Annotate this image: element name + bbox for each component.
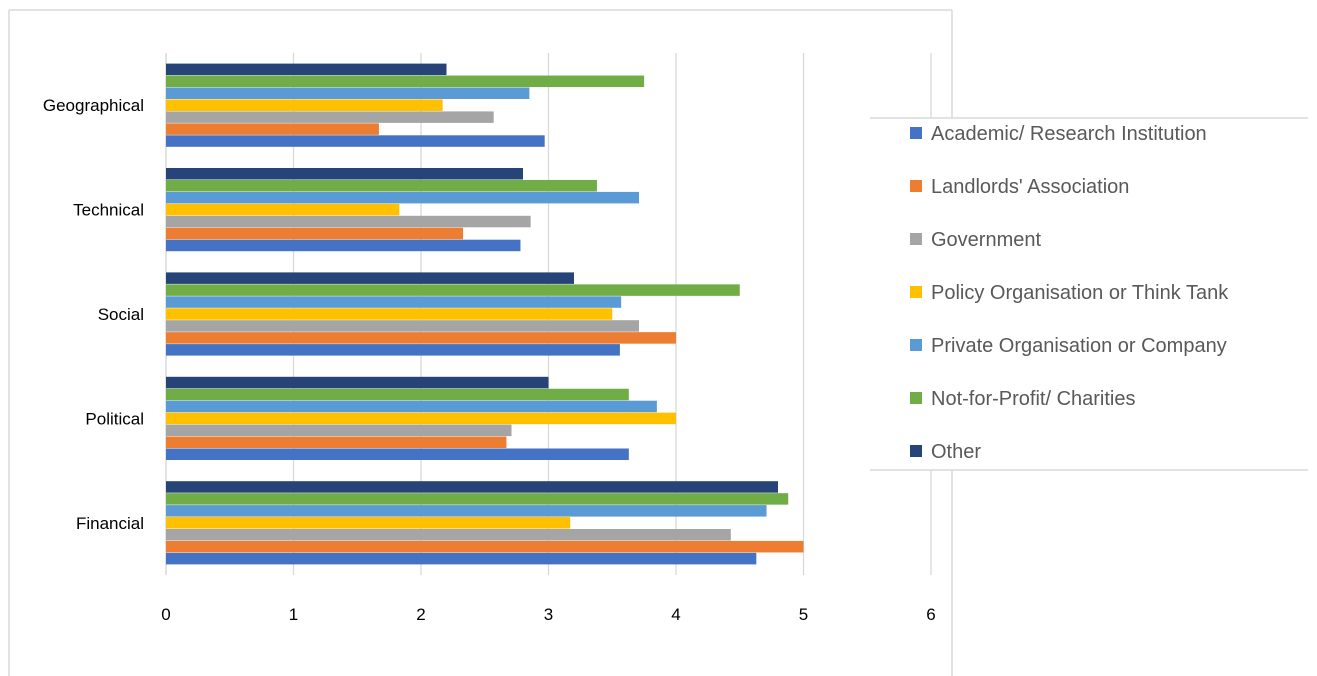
bar xyxy=(166,540,804,553)
bar xyxy=(166,111,494,123)
value-tick-label: 0 xyxy=(161,605,170,624)
value-axis-labels: 0 1 2 3 4 5 6 xyxy=(161,605,935,624)
bar xyxy=(166,332,676,344)
bar xyxy=(166,493,789,505)
value-tick-label: 1 xyxy=(289,605,298,624)
bar xyxy=(166,412,676,425)
bar xyxy=(166,505,767,517)
bar xyxy=(166,191,640,204)
bar xyxy=(166,481,778,493)
category-label: Technical xyxy=(73,201,144,220)
bar xyxy=(166,320,640,332)
legend-label: Academic/ Research Institution xyxy=(931,123,1207,145)
bar xyxy=(166,284,740,296)
legend-swatch xyxy=(910,392,922,404)
bar xyxy=(166,227,464,240)
legend-label: Not-for-Profit/ Charities xyxy=(931,388,1136,410)
legend-swatch xyxy=(910,286,922,298)
bar xyxy=(166,517,571,529)
bar xyxy=(166,448,629,460)
bar xyxy=(166,87,530,99)
value-tick-label: 5 xyxy=(799,605,808,624)
bar xyxy=(166,203,400,216)
bar xyxy=(166,179,597,192)
value-tick-label: 3 xyxy=(544,605,553,624)
legend: Academic/ Research Institution Landlords'… xyxy=(870,117,1308,471)
legend-background xyxy=(870,118,1308,470)
legend-swatch xyxy=(910,127,922,139)
category-label: Political xyxy=(85,409,144,428)
bar xyxy=(166,424,512,437)
bar xyxy=(166,63,447,76)
bar xyxy=(166,272,574,284)
category-label: Geographical xyxy=(43,96,144,115)
bar xyxy=(166,135,545,147)
bars xyxy=(166,63,804,565)
legend-label: Other xyxy=(931,441,981,463)
bar xyxy=(166,75,645,88)
legend-label: Government xyxy=(931,229,1041,251)
legend-swatch xyxy=(910,339,922,351)
legend-label: Landlords' Association xyxy=(931,176,1129,198)
value-tick-label: 2 xyxy=(416,605,425,624)
bar xyxy=(166,296,622,308)
bar xyxy=(166,168,523,180)
value-tick-label: 4 xyxy=(671,605,680,624)
bar xyxy=(166,344,620,356)
category-label: Social xyxy=(98,305,144,324)
bar xyxy=(166,529,731,541)
bar xyxy=(166,400,657,413)
bar xyxy=(166,215,531,228)
bar xyxy=(166,308,613,320)
legend-swatch xyxy=(910,233,922,245)
category-axis-labels: Geographical Technical Social Political Fina… xyxy=(43,96,144,533)
bar xyxy=(166,436,507,449)
legend-label: Policy Organisation or Think Tank xyxy=(931,282,1229,304)
bar xyxy=(166,99,443,111)
value-tick-label: 6 xyxy=(926,605,935,624)
bar xyxy=(166,552,757,565)
bar xyxy=(166,239,521,252)
legend-swatch xyxy=(910,445,922,457)
category-label: Financial xyxy=(76,514,144,533)
legend-swatch xyxy=(910,180,922,192)
bar xyxy=(166,376,549,389)
bar xyxy=(166,123,379,135)
legend-label: Private Organisation or Company xyxy=(931,335,1227,357)
bar xyxy=(166,388,629,401)
